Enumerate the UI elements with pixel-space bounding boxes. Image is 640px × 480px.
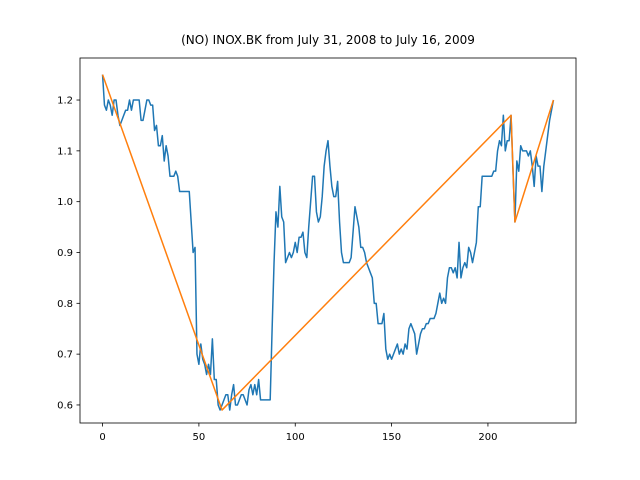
chart-title: (NO) INOX.BK from July 31, 2008 to July … bbox=[181, 33, 475, 47]
y-tick-label: 0.9 bbox=[57, 248, 73, 259]
y-tick-label: 1.0 bbox=[57, 197, 73, 208]
x-tick-label: 200 bbox=[478, 432, 497, 443]
price-line bbox=[101, 74, 555, 411]
price-line bbox=[101, 74, 555, 411]
y-tick-label: 1.1 bbox=[57, 146, 73, 157]
y-tick-label: 0.7 bbox=[57, 350, 73, 361]
plot-frame bbox=[79, 57, 577, 424]
y-tick-label: 0.8 bbox=[57, 299, 73, 310]
x-tick-label: 150 bbox=[382, 432, 401, 443]
y-tick-label: 0.6 bbox=[57, 400, 73, 411]
x-tick-label: 100 bbox=[286, 432, 305, 443]
x-tick-label: 0 bbox=[99, 432, 105, 443]
y-tick-label: 1.2 bbox=[57, 96, 73, 107]
x-tick-label: 50 bbox=[193, 432, 206, 443]
